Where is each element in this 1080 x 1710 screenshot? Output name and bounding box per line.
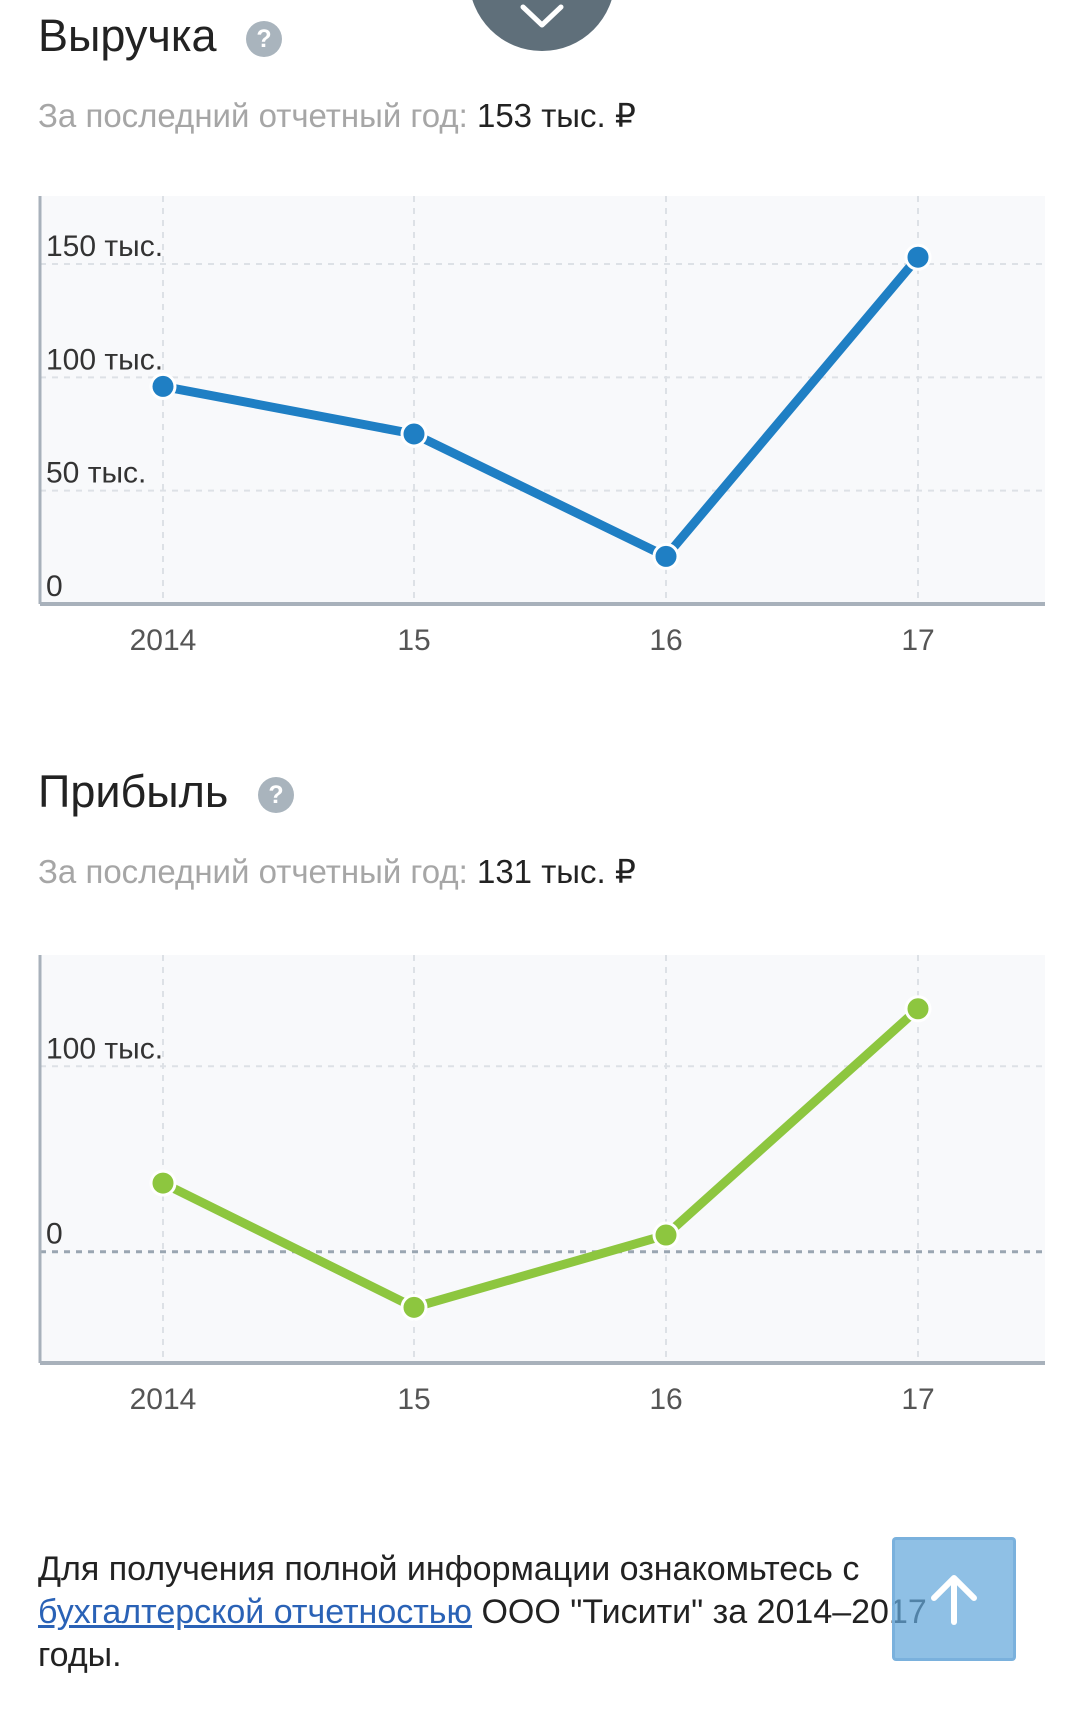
revenue-subtitle: За последний отчетный год: 153 тыс. ₽	[38, 96, 636, 135]
arrow-up-icon	[931, 1575, 977, 1625]
revenue-x-tick-label: 17	[901, 624, 934, 657]
profit-x-tick-label: 15	[397, 1383, 430, 1416]
revenue-last-year-value: 153 тыс. ₽	[476, 97, 636, 134]
revenue-chart: 0 50 тыс. 100 тыс. 150 тыс. 2014 15 16 17	[38, 196, 1045, 676]
profit-plot-area	[40, 955, 1045, 1363]
profit-chart: 0 100 тыс. 2014 15 16 17	[38, 955, 1045, 1435]
chevron-down-icon	[520, 4, 564, 28]
revenue-data-point	[400, 420, 428, 448]
footer-text-before: Для получения полной информации ознакомь…	[38, 1550, 860, 1588]
profit-title: Прибыль	[38, 766, 229, 817]
profit-help-icon[interactable]: ?	[258, 777, 294, 813]
profit-subtitle: За последний отчетный год: 131 тыс. ₽	[38, 852, 636, 891]
revenue-data-point	[652, 542, 680, 570]
profit-series-line	[158, 1004, 923, 1312]
profit-subtitle-label: За последний отчетный год:	[38, 853, 468, 890]
revenue-series-line	[158, 252, 923, 561]
revenue-data-point	[904, 243, 932, 271]
revenue-y-tick-label: 0	[46, 570, 63, 603]
profit-data-point	[652, 1221, 680, 1249]
revenue-data-point	[149, 372, 177, 400]
revenue-x-tick-label: 16	[649, 624, 682, 657]
revenue-chart-svg: 0 50 тыс. 100 тыс. 150 тыс. 2014 15 16 17	[38, 196, 1045, 657]
revenue-title: Выручка	[38, 10, 217, 61]
profit-data-point	[400, 1293, 428, 1321]
collapse-toggle-button[interactable]	[469, 0, 615, 51]
profit-last-year-value: 131 тыс. ₽	[476, 853, 636, 890]
profit-x-tick-label: 16	[649, 1383, 682, 1416]
profit-chart-svg: 0 100 тыс. 2014 15 16 17	[38, 955, 1045, 1416]
revenue-y-tick-label: 50 тыс.	[46, 457, 146, 490]
footer-text-after: ООО "Тисити" за 2014–2017 годы.	[38, 1593, 927, 1674]
profit-y-tick-label: 0	[46, 1218, 63, 1251]
revenue-x-tick-label: 2014	[130, 624, 197, 657]
scroll-to-top-button[interactable]	[892, 1537, 1016, 1661]
revenue-y-tick-label: 150 тыс.	[46, 230, 163, 263]
revenue-y-tick-label: 100 тыс.	[46, 343, 163, 376]
profit-data-point	[904, 995, 932, 1023]
profit-y-tick-label: 100 тыс.	[46, 1032, 163, 1065]
profit-x-tick-label: 17	[901, 1383, 934, 1416]
revenue-subtitle-label: За последний отчетный год:	[38, 97, 468, 134]
revenue-help-icon[interactable]: ?	[246, 21, 282, 57]
accounting-report-link[interactable]: бухгалтерской отчетностью	[38, 1593, 473, 1631]
footer-info: Для получения полной информации ознакомь…	[38, 1548, 998, 1677]
revenue-x-tick-label: 15	[397, 624, 430, 657]
revenue-plot-area	[40, 196, 1045, 604]
profit-x-tick-label: 2014	[130, 1383, 197, 1416]
profit-data-point	[149, 1169, 177, 1197]
